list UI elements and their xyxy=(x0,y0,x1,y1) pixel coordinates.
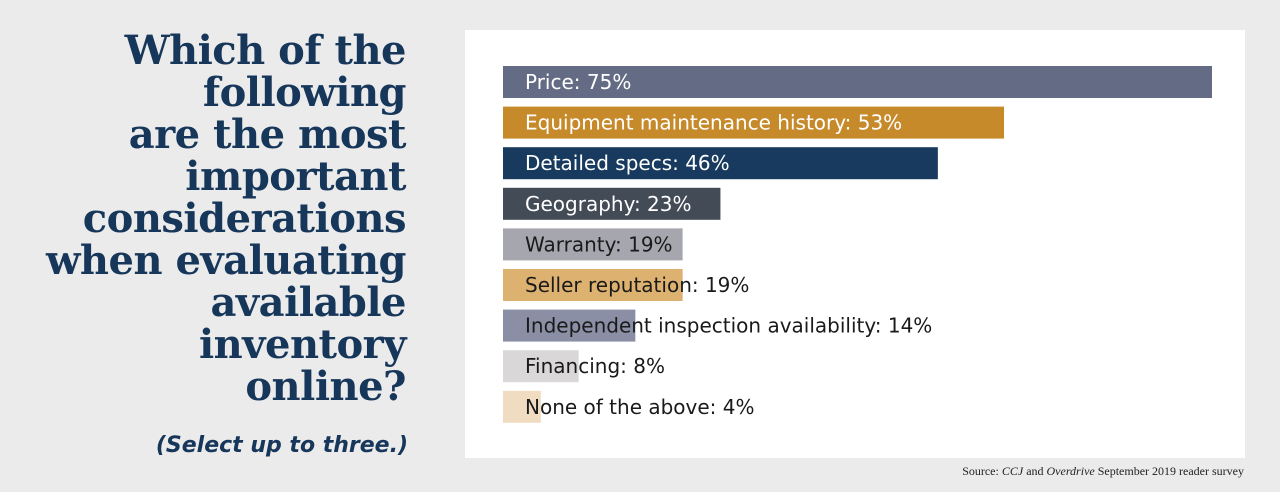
bar-label: Detailed specs: 46% xyxy=(525,151,730,175)
chart-panel: Price: 75% Equipment maintenance history:… xyxy=(465,30,1245,458)
bar-label: None of the above: 4% xyxy=(525,395,755,419)
bar-label: Seller reputation: 19% xyxy=(525,273,749,297)
bar-label: Price: 75% xyxy=(525,70,631,94)
question-note: (Select up to three.) xyxy=(155,433,408,458)
bar-chart: Price: 75% Equipment maintenance history:… xyxy=(503,66,1212,423)
question-line: available xyxy=(210,279,407,326)
question-line: when evaluating xyxy=(46,237,407,284)
source-prefix: Source: xyxy=(962,464,1002,478)
bar-financing xyxy=(503,350,579,383)
source-suffix: September 2019 reader survey xyxy=(1094,464,1244,478)
source-pub-ccj: CCJ xyxy=(1001,464,1024,478)
question-line: are the most xyxy=(128,111,407,158)
bar-label: Financing: 8% xyxy=(525,354,665,378)
bar-label: Warranty: 19% xyxy=(525,232,673,256)
bar-label: Equipment maintenance history: 53% xyxy=(525,111,902,135)
question-line: online? xyxy=(245,363,406,410)
question-line: important xyxy=(185,153,406,200)
bar-none-of-the-above xyxy=(503,390,541,423)
source-mid: and xyxy=(1023,464,1047,478)
question-line: following xyxy=(202,69,407,116)
question-line: inventory xyxy=(198,321,407,368)
bar-detailed-specs xyxy=(503,147,938,180)
bar-price xyxy=(503,66,1212,98)
bar-independent-inspection-availability xyxy=(503,309,636,342)
bar-seller-reputation xyxy=(503,269,683,301)
question-title: Which of the following are the most impo… xyxy=(20,27,407,410)
source-note: Source: CCJ and Overdrive September 2019… xyxy=(962,464,1244,479)
bar-label: Independent inspection availability: 14% xyxy=(525,314,932,338)
question-line: Which of the xyxy=(124,27,407,74)
bar-geography xyxy=(503,187,721,220)
source-pub-overdrive: Overdrive xyxy=(1046,464,1095,478)
question-line: considerations xyxy=(82,195,407,242)
bar-warranty xyxy=(503,228,683,261)
bar-equipment-maintenance-history xyxy=(503,106,1005,139)
bar-label: Geography: 23% xyxy=(525,192,692,216)
